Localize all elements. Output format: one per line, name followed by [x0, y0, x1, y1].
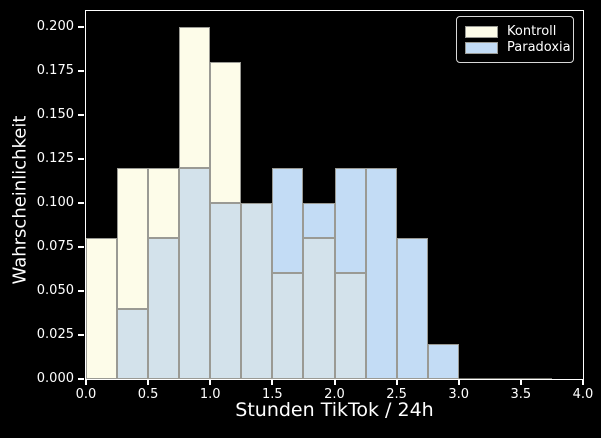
y-tick-label: 0.100 — [36, 194, 74, 210]
bar-paradoxia — [303, 202, 335, 239]
y-tick-label: 0.125 — [36, 150, 74, 166]
x-tick-label: 3.0 — [448, 387, 470, 402]
bar-kontroll — [148, 167, 180, 239]
y-axis-label: Wahrscheinlichkeit — [9, 115, 31, 285]
bar-paradoxia — [427, 343, 459, 379]
legend-entry: Kontroll — [465, 24, 565, 39]
y-tick-mark — [78, 378, 84, 380]
x-tick-mark — [333, 380, 336, 385]
legend-swatch-kontroll — [465, 25, 498, 38]
bar-paradoxia — [365, 167, 397, 379]
plot-area — [85, 10, 584, 380]
x-tick-mark — [519, 380, 522, 385]
bar-overlap — [303, 238, 335, 379]
y-tick-mark — [78, 289, 84, 292]
zero-height-bin-edge — [458, 378, 490, 379]
bar-overlap — [179, 167, 211, 379]
bar-overlap — [241, 202, 273, 379]
legend-swatch-paradoxia — [465, 41, 498, 54]
x-tick-mark — [209, 380, 212, 385]
zero-height-bin-edge — [489, 378, 521, 379]
bar-overlap — [334, 273, 366, 379]
x-tick-mark — [582, 380, 584, 385]
y-tick-label: 0.150 — [36, 106, 74, 122]
x-tick-label: 3.5 — [510, 387, 532, 402]
x-tick-label: 2.0 — [324, 387, 345, 402]
y-tick-label: 0.000 — [36, 371, 74, 386]
y-tick-mark — [78, 25, 84, 28]
legend-label: Kontroll — [507, 24, 557, 39]
y-tick-label: 0.200 — [36, 18, 74, 34]
bar-kontroll — [86, 238, 118, 379]
y-tick-label: 0.175 — [36, 62, 74, 78]
y-tick-mark — [78, 157, 84, 160]
legend-box: Kontroll Paradoxia — [456, 16, 574, 63]
y-tick-label: 0.075 — [36, 238, 74, 254]
bar-paradoxia — [396, 238, 428, 379]
x-tick-label: 0.5 — [137, 387, 159, 402]
x-tick-mark — [395, 380, 398, 385]
x-tick-mark — [271, 380, 274, 385]
bar-kontroll — [210, 62, 242, 203]
legend-entry: Paradoxia — [465, 40, 571, 55]
zero-height-bin-edge — [520, 378, 552, 379]
bar-paradoxia — [334, 167, 366, 274]
x-tick-label: 1.0 — [199, 387, 221, 402]
bar-overlap — [117, 308, 149, 379]
x-axis-label: Stunden TikTok / 24h — [235, 399, 434, 421]
y-tick-mark — [78, 113, 84, 116]
bar-kontroll — [179, 26, 211, 168]
x-tick-label: 0.0 — [75, 387, 97, 402]
bar-paradoxia — [272, 167, 304, 274]
x-tick-mark — [85, 380, 87, 385]
y-tick-mark — [78, 201, 84, 204]
legend-label: Paradoxia — [507, 40, 571, 55]
x-tick-mark — [147, 380, 150, 385]
y-tick-label: 0.025 — [36, 326, 74, 342]
bar-overlap — [148, 238, 180, 379]
x-tick-label: 2.5 — [386, 387, 407, 402]
x-tick-mark — [457, 380, 460, 385]
x-tick-label: 4.0 — [572, 387, 594, 402]
bar-overlap — [210, 202, 242, 379]
y-tick-mark — [78, 69, 84, 72]
bar-overlap — [272, 273, 304, 379]
x-tick-label: 1.5 — [262, 387, 283, 402]
bar-kontroll — [117, 167, 149, 309]
y-tick-mark — [78, 333, 84, 336]
y-tick-mark — [78, 245, 84, 248]
y-tick-label: 0.050 — [36, 282, 74, 298]
